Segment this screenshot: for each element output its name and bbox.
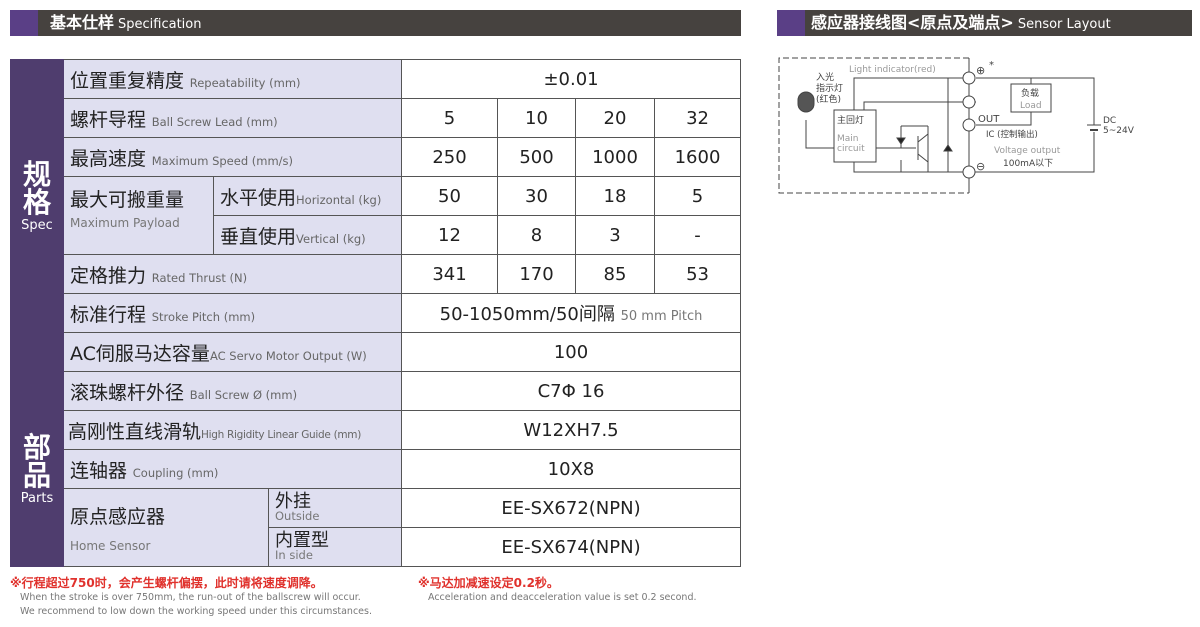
row-label: 最大可搬重量 Maximum Payload [63, 176, 214, 255]
light-indicator-label: Light indicator(red) [849, 65, 936, 75]
value-cell: 50 [401, 176, 498, 216]
svg-text:100mA以下: 100mA以下 [1003, 159, 1053, 169]
main-circuit-box [833, 109, 877, 163]
table-row: 原点感应器 Home Sensor 外挂 Outside EE-SX672(NPN) [11, 488, 742, 567]
value-cell: 341 [401, 254, 498, 294]
value-cell: 1000 [575, 137, 655, 177]
value-cell: 170 [497, 254, 576, 294]
value-cell: 18 [575, 176, 655, 216]
row-label: 滚珠螺杆外径 Ball Screw Ø (mm) [63, 371, 402, 411]
sensor-header-zh: 感应器接线图<原点及端点> [811, 13, 1014, 32]
value-cell: 50-1050mm/50间隔 50 mm Pitch [400, 293, 742, 333]
table-row: 最高速度 Maximum Speed (mm/s) 250 500 1000 1600 [11, 137, 742, 177]
value-cell: ±0.01 [400, 59, 742, 99]
table-row: 高刚性直线滑轨High Rigidity Linear Guide (mm) W… [11, 410, 742, 450]
value-cell: 5 [653, 176, 742, 216]
value-cell: 53 [653, 254, 742, 294]
table-row: 螺杆导程 Ball Screw Lead (mm) 5 10 20 32 [11, 98, 742, 138]
row-label: 最高速度 Maximum Speed (mm/s) [63, 137, 402, 177]
diode-icon [896, 137, 953, 152]
plus-terminal-icon: ⊕ [976, 64, 985, 77]
sensor-wiring-diagram: Light indicator(red) 入光 指示灯 (红色) 主回灯 Mai… [778, 57, 1135, 194]
table-row: 最大可搬重量 Maximum Payload 水平使用Horizontal (kg… [11, 176, 742, 255]
header-accent [10, 10, 38, 36]
load-box [1010, 83, 1052, 113]
svg-text:Voltage output: Voltage output [994, 146, 1061, 156]
sub-label: 水平使用Horizontal (kg) [213, 176, 402, 216]
spec-header-en: Specification [118, 17, 202, 32]
spec-header: 基本仕样 Specification [10, 10, 741, 36]
value-cell: EE-SX672(NPN) [400, 488, 742, 528]
svg-text:Main: Main [837, 134, 859, 144]
table-row: 连轴器 Coupling (mm) 10X8 [11, 449, 742, 489]
svg-text:DC: DC [1103, 116, 1116, 126]
table-row: 定格推力 Rated Thrust (N) 341 170 85 53 [11, 254, 742, 294]
value-cell: 100 [400, 332, 742, 372]
table-row: 垂直使用Vertical (kg) 12 8 3- [11, 215, 742, 255]
row-label: 原点感应器 Home Sensor [63, 488, 269, 567]
value-cell: 85 [575, 254, 655, 294]
value-cell: W12XH7.5 [400, 410, 742, 450]
svg-text:OUT: OUT [978, 114, 1000, 125]
sub-label: 内置型 In side [268, 527, 402, 567]
table-row: 部品 Parts AC伺服马达容量AC Servo Motor Output (W… [10, 332, 742, 567]
row-label: 连轴器 Coupling (mm) [63, 449, 402, 489]
minus-terminal-icon: ⊖ [976, 160, 985, 173]
value-cell: 8 [497, 215, 576, 255]
value-cell: EE-SX674(NPN) [400, 527, 742, 567]
row-label: 位置重复精度 Repeatability (mm) [63, 59, 402, 99]
header-accent [777, 10, 805, 36]
value-cell: 30 [497, 176, 576, 216]
table-row: 规格 Spec 位置重复精度 Repeatability (mm) ±0.01 [10, 59, 742, 333]
value-cell: 3 [575, 215, 655, 255]
value-cell: 5 [401, 98, 498, 138]
value-cell: 10 [497, 98, 576, 138]
row-label: 定格推力 Rated Thrust (N) [63, 254, 402, 294]
row-label: 螺杆导程 Ball Screw Lead (mm) [63, 98, 402, 138]
sensor-header: 感应器接线图<原点及端点> Sensor Layout [777, 10, 1192, 36]
accel-note: ※马达加减速设定0.2秒。 Acceleration and deacceler… [418, 576, 697, 603]
svg-text:指示灯: 指示灯 [816, 82, 843, 94]
value-cell: C7Φ 16 [400, 371, 742, 411]
sensor-header-en: Sensor Layout [1017, 17, 1111, 32]
svg-text:IC (控制输出): IC (控制输出) [986, 129, 1038, 140]
spec-table: 规格 Spec 位置重复精度 Repeatability (mm) ±0.01 螺… [10, 59, 742, 567]
sub-label: 外挂 Outside [268, 488, 402, 528]
svg-text:入光: 入光 [816, 71, 834, 83]
svg-text:*: * [989, 60, 994, 71]
stroke-note: ※行程超过750时，会产生螺杆偏摆，此时请将速度调降。 When the str… [10, 576, 372, 617]
value-cell: 32 [653, 98, 742, 138]
value-cell: 10X8 [400, 449, 742, 489]
sub-label: 垂直使用Vertical (kg) [213, 215, 402, 255]
spec-header-zh: 基本仕样 [50, 13, 115, 32]
svg-text:主回灯: 主回灯 [837, 114, 864, 126]
row-label: 标准行程 Stroke Pitch (mm) [63, 293, 402, 333]
value-cell: 1600 [653, 137, 742, 177]
value-cell: - [653, 215, 742, 255]
svg-text:负载: 负载 [1021, 87, 1039, 99]
table-row: 标准行程 Stroke Pitch (mm) 50-1050mm/50间隔 50… [11, 293, 742, 333]
value-cell: 20 [575, 98, 655, 138]
parts-section-label: 部品 Parts [10, 332, 64, 567]
svg-text:circuit: circuit [837, 144, 865, 154]
value-cell: 250 [401, 137, 498, 177]
svg-text:Load: Load [1020, 101, 1042, 111]
svg-text:5~24V: 5~24V [1103, 126, 1135, 136]
sensor-outline [778, 57, 969, 194]
table-row: 内置型 In side EE-SX674(NPN) [11, 527, 742, 567]
value-cell: 12 [401, 215, 498, 255]
svg-text:(红色): (红色) [816, 93, 841, 105]
spec-section-label: 规格 Spec [10, 59, 64, 333]
row-label: 高刚性直线滑轨High Rigidity Linear Guide (mm) [63, 410, 402, 450]
led-icon [797, 91, 815, 113]
row-label: AC伺服马达容量AC Servo Motor Output (W) [63, 332, 402, 372]
value-cell: 500 [497, 137, 576, 177]
table-row: 滚珠螺杆外径 Ball Screw Ø (mm) C7Φ 16 [11, 371, 742, 411]
